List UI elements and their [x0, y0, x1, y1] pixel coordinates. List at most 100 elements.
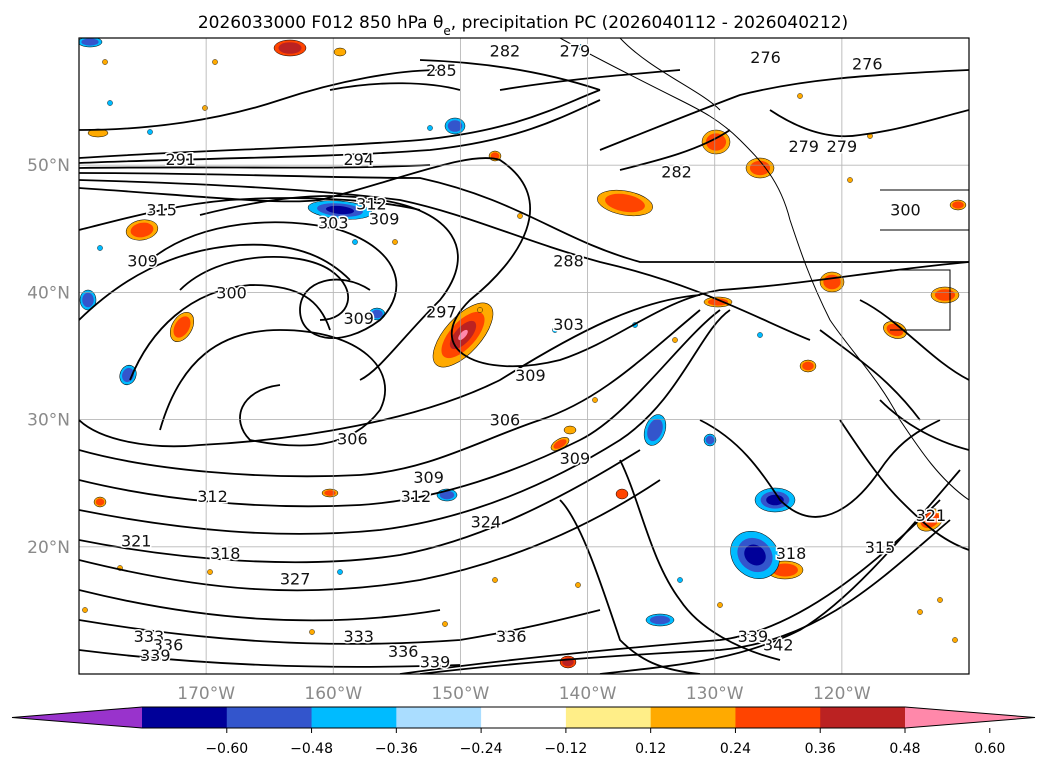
contour-label: 279: [827, 137, 858, 156]
contour-line: [619, 459, 781, 661]
precip-speckle: [427, 125, 433, 131]
precip-blob: [550, 437, 570, 451]
contour-label: 312: [356, 194, 387, 213]
contour-label: 324: [471, 512, 502, 531]
lat-tick-label: 40°N: [27, 283, 70, 303]
precip-blob: [799, 359, 817, 373]
lon-tick-label: 160°W: [304, 684, 362, 704]
contour-labels: 282 279 276 276 285 291 294 282 279 279 315 312 303 3…: [119, 40, 947, 673]
lat-tick-label: 50°N: [27, 156, 70, 176]
precip-blob: [559, 655, 577, 669]
colorbar-tick-label: 0.24: [720, 741, 751, 757]
contour-label: 315: [146, 201, 177, 220]
lon-tick-label: 120°W: [813, 684, 871, 704]
precip-speckle: [917, 609, 923, 615]
contour-label: 309: [127, 252, 158, 271]
colorbar-tick-label: −0.12: [544, 741, 587, 757]
precip-speckle: [677, 577, 683, 583]
precip-speckle: [477, 307, 483, 313]
precip-blob: [754, 487, 796, 513]
contour-label: 312: [401, 487, 432, 506]
precip-speckle: [492, 577, 498, 583]
colorbar-outline: [11, 706, 1036, 729]
map-background: [79, 38, 969, 674]
contour-label: 276: [750, 48, 781, 67]
precip-speckle: [107, 100, 113, 106]
contour-label: 333: [343, 627, 374, 646]
contour-line: [79, 309, 731, 535]
contour-line: [79, 197, 421, 231]
colorbar-segment: [226, 707, 313, 728]
contour-label: 282: [490, 42, 521, 61]
contour-label: 339: [738, 627, 769, 646]
coastline-segment: [619, 38, 721, 111]
contour-label: 285: [426, 61, 457, 80]
contour-line: [699, 419, 941, 518]
precip-blob: [701, 129, 731, 155]
lat-tick-label: 20°N: [27, 538, 70, 558]
contour-line: [79, 99, 601, 164]
lat-tick-label: 30°N: [27, 411, 70, 431]
precip-speckle: [202, 105, 208, 111]
contour-line: [329, 82, 461, 91]
contour-line: [79, 172, 969, 263]
contour-label: 336: [388, 642, 419, 661]
precip-speckle: [337, 569, 343, 575]
colorbar-tick-label: 0.48: [889, 741, 920, 757]
precip-speckle: [392, 239, 398, 245]
contour-line: [819, 329, 921, 421]
colorbar-tick-label: −0.24: [460, 741, 503, 757]
precip-blob: [93, 496, 107, 508]
precip-speckle: [672, 337, 678, 343]
precip-speckle: [352, 239, 358, 245]
precip-blob: [321, 488, 339, 498]
contour-label: 321: [916, 506, 947, 525]
precip-speckle: [847, 177, 853, 183]
contour-label: 318: [210, 544, 241, 563]
precip-blob: [645, 613, 675, 627]
contour-line: [159, 329, 386, 447]
colorbar-segment: [311, 707, 397, 728]
precip-speckle: [207, 569, 213, 575]
lon-tick-label: 140°W: [559, 684, 617, 704]
precip-blob: [273, 39, 307, 57]
colorbar-segment: [735, 707, 821, 728]
contour-label: 306: [337, 430, 368, 449]
contour-label: 297: [426, 302, 457, 321]
contour-label: 339: [420, 652, 451, 671]
contour-line: [499, 69, 681, 91]
contour-label: 309: [343, 309, 374, 328]
contour-label: 300: [216, 283, 247, 302]
colorbar-tick-label: −0.48: [290, 741, 333, 757]
theta-e-contours: [79, 59, 969, 674]
contour-line: [79, 649, 461, 668]
colorbar-tick-label: 0.60: [974, 741, 1005, 757]
precip-blob: [169, 312, 195, 342]
contour-label: 342: [763, 636, 794, 655]
contour-line: [79, 449, 641, 564]
contour-line: [619, 129, 731, 171]
precip-blob: [949, 199, 967, 211]
contour-line: [79, 157, 969, 368]
colorbar: −0.60 −0.48 −0.36 −0.24 −0.12 0.12 0.24 0.36 0.4…: [11, 706, 1036, 757]
precip-blob: [745, 157, 775, 179]
precip-speckle: [97, 245, 103, 251]
colorbar-tick-label: 0.12: [635, 741, 666, 757]
contour-line: [79, 309, 701, 478]
precip-speckle: [102, 59, 108, 65]
contour-label: 309: [515, 366, 546, 385]
colorbar-segment: [820, 707, 906, 728]
colorbar-segment: [650, 707, 736, 728]
contour-line: [879, 399, 969, 451]
contour-label: 303: [318, 213, 349, 232]
colorbar-tick-label: −0.36: [375, 741, 418, 757]
contour-label: 279: [560, 42, 591, 61]
colorbar-tick-label: −0.60: [205, 741, 248, 757]
contour-line: [79, 309, 721, 508]
contour-line: [419, 519, 951, 674]
contour-line: [79, 179, 811, 341]
lon-tick-label: 130°W: [686, 684, 744, 704]
precip-blob: [125, 219, 159, 241]
contour-line: [79, 69, 441, 131]
contour-label: 315: [865, 538, 896, 557]
